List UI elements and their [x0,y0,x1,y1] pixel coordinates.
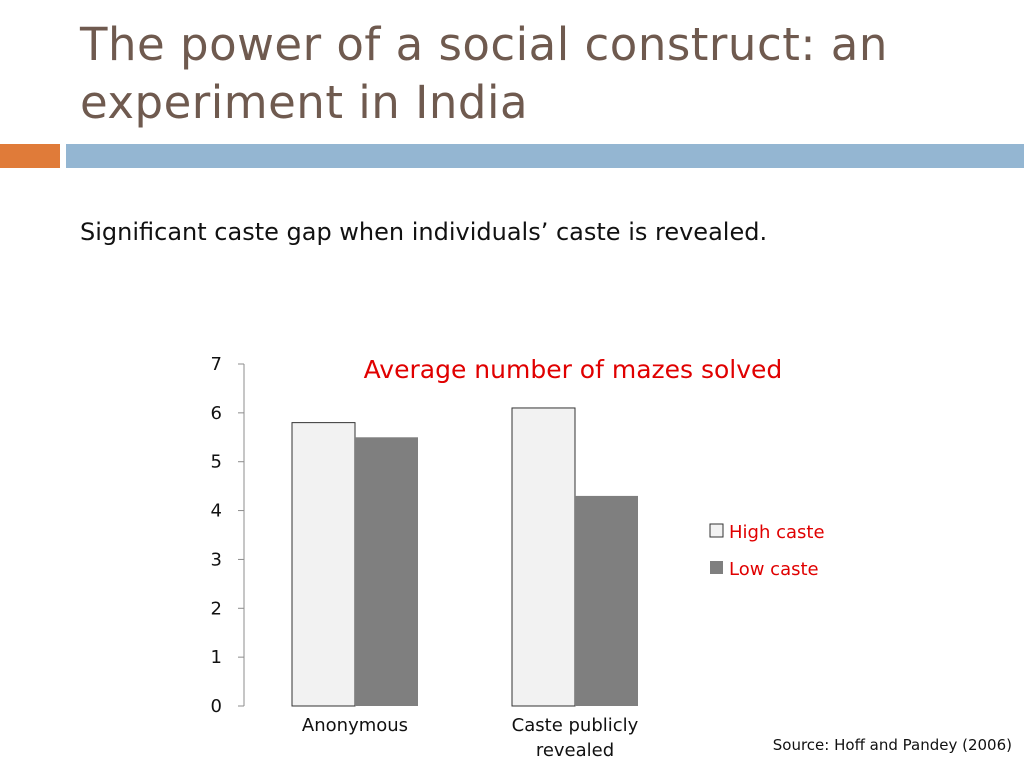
category-label: revealed [536,740,614,761]
slide-title: The power of a social construct: an expe… [80,18,888,129]
accent-bar-blue [66,144,1024,168]
slide-subtitle: Significant caste gap when individuals’ … [80,218,768,246]
chart-title: Average number of mazes solved [364,355,783,384]
y-tick-label: 0 [211,696,222,717]
y-tick-label: 3 [211,549,222,570]
source-citation: Source: Hoff and Pandey (2006) [772,736,1012,754]
y-tick-label: 2 [211,598,222,619]
y-tick-label: 1 [211,647,222,668]
category-label: Caste publicly [512,715,639,736]
y-tick-label: 5 [211,452,222,473]
y-tick-label: 6 [211,403,222,424]
legend-label: Low caste [729,559,819,580]
bar-low-caste-1 [575,495,638,706]
y-tick-label: 4 [211,501,222,522]
y-tick-label: 7 [211,354,222,375]
legend-swatch [710,561,723,574]
bar-high-caste-1 [511,407,576,707]
accent-bar-orange [0,144,60,168]
bar-low-caste-0 [355,437,418,706]
category-label: Anonymous [302,715,408,736]
legend-swatch [709,523,724,538]
bar-high-caste-0 [291,422,356,707]
legend-label: High caste [729,522,825,543]
